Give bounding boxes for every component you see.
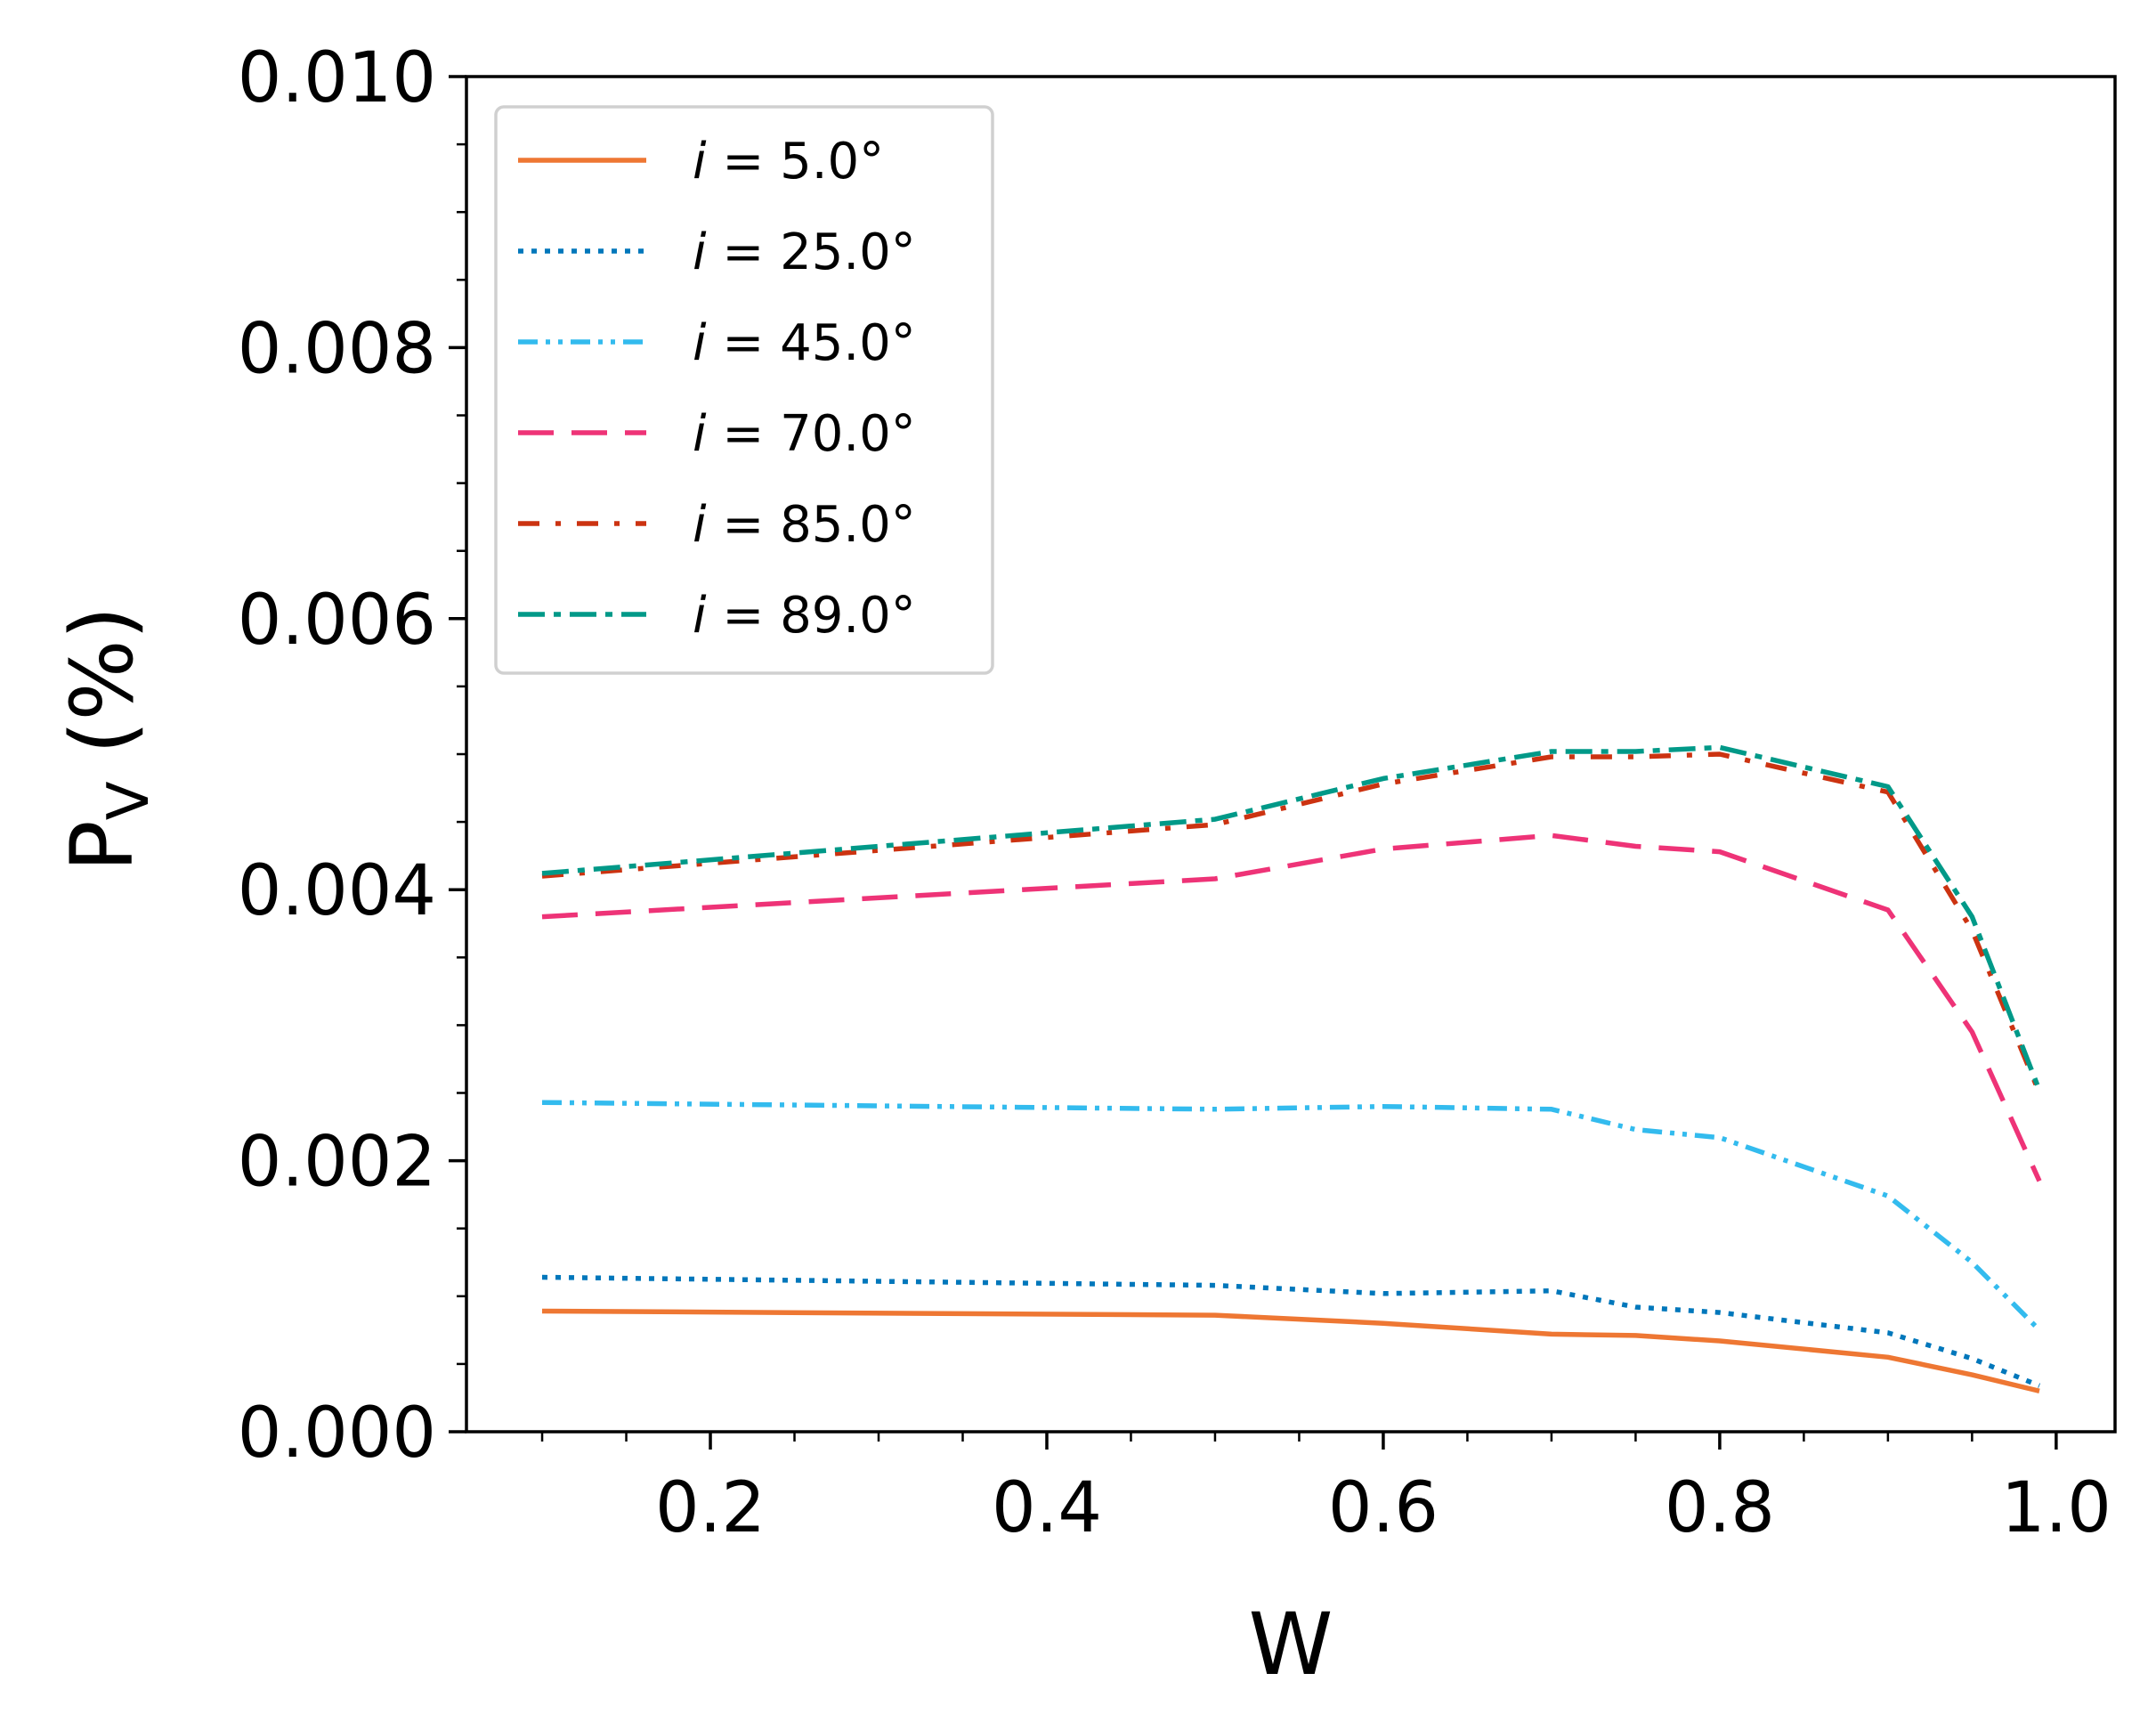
y-tick-label: 0.006	[238, 581, 436, 661]
x-axis-label: W	[1249, 1595, 1333, 1694]
legend-label-value: = 25.0°	[707, 223, 916, 281]
y-tick-label: 0.010	[238, 38, 436, 118]
y-tick-label: 0.002	[238, 1123, 436, 1203]
legend-label-5: i = 85.0°	[693, 496, 916, 554]
y-axis-label-subscript: V	[96, 781, 162, 820]
x-tick-label: 1.0	[2001, 1468, 2111, 1548]
legend-label-variable: i	[693, 587, 707, 645]
legend-label-6: i = 89.0°	[693, 587, 916, 645]
legend-label-value: = 85.0°	[707, 496, 916, 554]
legend-box	[494, 105, 994, 675]
series-line-6	[541, 744, 2042, 1092]
legend-label-value: = 70.0°	[707, 405, 916, 463]
legend-label-1: i = 5.0°	[693, 133, 884, 191]
legend-label-variable: i	[693, 496, 707, 554]
series-line-4	[541, 833, 2042, 1182]
legend-label-value: = 89.0°	[707, 587, 916, 645]
y-axis-label-unit: (%)	[53, 606, 152, 782]
series-line-2	[541, 1274, 2041, 1388]
y-axis-label-main: P	[53, 820, 152, 872]
series-line-3	[541, 1100, 2041, 1332]
y-tick-label: 0.000	[238, 1393, 436, 1474]
legend-label-variable: i	[693, 405, 707, 463]
legend-label-2: i = 25.0°	[693, 223, 916, 281]
legend-label-4: i = 70.0°	[693, 405, 916, 463]
legend-label-value: = 5.0°	[707, 133, 885, 191]
y-tick-label: 0.004	[238, 851, 436, 931]
y-axis-label: PV (%)	[53, 606, 162, 872]
y-tick-label: 0.008	[238, 309, 436, 389]
legend-label-value: = 45.0°	[707, 314, 916, 372]
legend: i = 5.0°i = 25.0°i = 45.0°i = 70.0°i = 8…	[494, 105, 994, 675]
x-tick-label: 0.2	[655, 1468, 766, 1548]
x-tick-label: 0.4	[992, 1468, 1102, 1548]
legend-label-variable: i	[693, 223, 707, 281]
series-line-1	[541, 1308, 2040, 1393]
legend-label-variable: i	[693, 314, 707, 372]
x-tick-label: 0.6	[1328, 1468, 1439, 1548]
legend-label-variable: i	[693, 133, 707, 191]
legend-label-3: i = 45.0°	[693, 314, 916, 372]
x-tick-label: 0.8	[1665, 1468, 1775, 1548]
